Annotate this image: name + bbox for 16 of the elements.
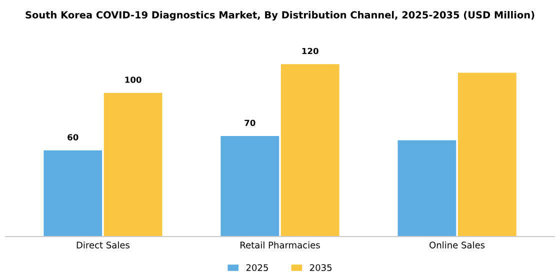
data-label: 120 [302, 48, 318, 54]
bar [280, 64, 340, 237]
x-tick-label: Online Sales [430, 241, 485, 248]
legend-label: 2035 [310, 264, 332, 272]
bar [44, 150, 102, 237]
x-tick-label: Direct Sales [76, 241, 130, 248]
bar [458, 72, 516, 237]
chart-title: South Korea COVID-19 Diagnostics Market, By Distribution Channel, 2025-2035 (USD Million) [26, 11, 534, 20]
x-tick-label: Retail Pharmacies [240, 241, 320, 248]
bar [104, 92, 162, 237]
data-label: 60 [68, 134, 78, 140]
bar [398, 140, 456, 237]
data-label: 70 [244, 120, 256, 126]
legend-label: 2025 [246, 264, 268, 272]
bar [220, 136, 280, 237]
data-label: 100 [125, 76, 142, 83]
